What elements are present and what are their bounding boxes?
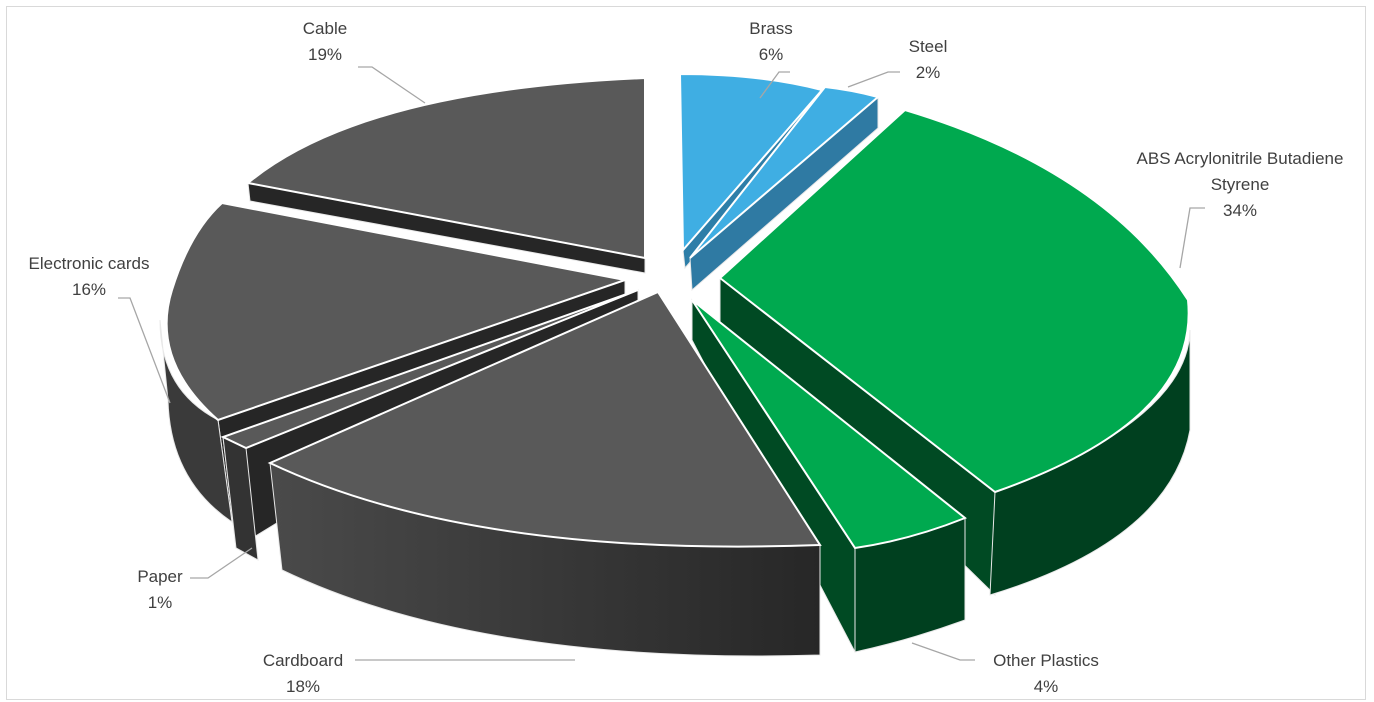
slice-value-paper: 1% bbox=[148, 593, 173, 612]
slice-value-brass: 6% bbox=[759, 45, 784, 64]
slice-label-abs-line1: ABS Acrylonitrile Butadiene bbox=[1137, 149, 1344, 168]
pie-slice-steel bbox=[689, 85, 881, 292]
leader-line-steel bbox=[847, 71, 900, 88]
slice-label-paper: Paper bbox=[137, 567, 183, 586]
slice-value-cable: 19% bbox=[308, 45, 342, 64]
slice-label-cardboard: Cardboard bbox=[263, 651, 343, 670]
slice-value-abs: 34% bbox=[1223, 201, 1257, 220]
leader-line-electronic-cards bbox=[118, 297, 171, 404]
leader-line-abs bbox=[1179, 207, 1205, 269]
slice-value-cardboard: 18% bbox=[286, 677, 320, 696]
leader-line-brass bbox=[759, 71, 790, 99]
slice-label-steel: Steel bbox=[909, 37, 948, 56]
slice-label-brass: Brass bbox=[749, 19, 792, 38]
leader-line-cable bbox=[358, 66, 426, 104]
slice-label-electronic-cards: Electronic cards bbox=[29, 254, 150, 273]
pie-slice-cable bbox=[245, 76, 646, 274]
leader-line-paper bbox=[190, 547, 253, 579]
slice-value-electronic-cards: 16% bbox=[72, 280, 106, 299]
slice-label-cable: Cable bbox=[303, 19, 347, 38]
slice-value-other-plastics: 4% bbox=[1034, 677, 1059, 696]
leader-line-other-plastics bbox=[911, 642, 975, 661]
pie-slice-cardboard bbox=[267, 290, 822, 657]
slice-label-abs-line2: Styrene bbox=[1211, 175, 1270, 194]
slice-label-other-plastics: Other Plastics bbox=[993, 651, 1099, 670]
slice-value-steel: 2% bbox=[916, 63, 941, 82]
leader-lines bbox=[118, 66, 1205, 661]
